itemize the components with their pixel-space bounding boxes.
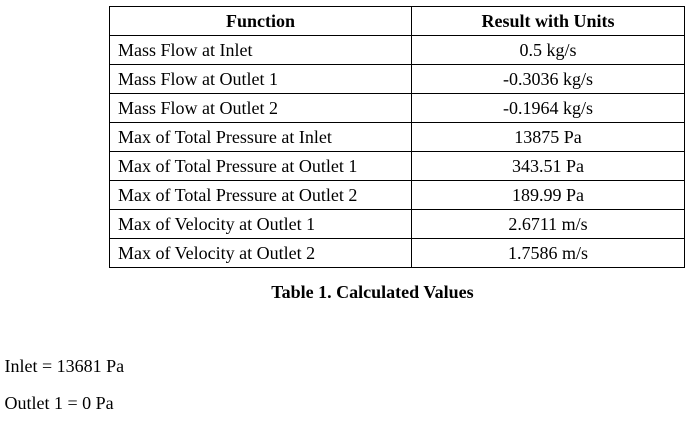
table-header-row: Function Result with Units (109, 6, 685, 36)
table-row: Max of Velocity at Outlet 2 1.7586 m/s (109, 238, 685, 268)
function-cell: Mass Flow at Outlet 2 (109, 93, 412, 123)
table-row: Max of Total Pressure at Outlet 1 343.51… (109, 151, 685, 181)
table-row: Mass Flow at Inlet 0.5 kg/s (109, 35, 685, 65)
function-cell: Max of Total Pressure at Inlet (109, 122, 412, 152)
table-row: Max of Velocity at Outlet 1 2.6711 m/s (109, 209, 685, 239)
table-row: Max of Total Pressure at Outlet 2 189.99… (109, 180, 685, 210)
result-cell: 343.51 Pa (411, 151, 685, 181)
result-cell: 0.5 kg/s (411, 35, 685, 65)
table-row: Mass Flow at Outlet 1 -0.3036 kg/s (109, 64, 685, 94)
result-column-header: Result with Units (411, 6, 685, 36)
body-text-line: t Outlet 1 = 0 Pa (0, 393, 114, 413)
table-row: Max of Total Pressure at Inlet 13875 Pa (109, 122, 685, 152)
function-cell: Max of Velocity at Outlet 1 (109, 209, 412, 239)
table-row: Mass Flow at Outlet 2 -0.1964 kg/s (109, 93, 685, 123)
result-cell: 13875 Pa (411, 122, 685, 152)
body-text-line: t Inlet = 13681 Pa (0, 356, 125, 376)
function-column-header: Function (109, 6, 412, 36)
result-cell: -0.3036 kg/s (411, 64, 685, 94)
result-cell: 1.7586 m/s (411, 238, 685, 268)
function-cell: Mass Flow at Outlet 1 (109, 64, 412, 94)
function-cell: Mass Flow at Inlet (109, 35, 412, 65)
function-cell: Max of Velocity at Outlet 2 (109, 238, 412, 268)
table-caption: Table 1. Calculated Values (271, 282, 474, 302)
result-cell: 189.99 Pa (411, 180, 685, 210)
result-cell: -0.1964 kg/s (411, 93, 685, 123)
result-cell: 2.6711 m/s (411, 209, 685, 239)
function-cell: Max of Total Pressure at Outlet 2 (109, 180, 412, 210)
calculated-values-table: Function Result with Units Mass Flow at … (109, 6, 685, 268)
function-cell: Max of Total Pressure at Outlet 1 (109, 151, 412, 181)
